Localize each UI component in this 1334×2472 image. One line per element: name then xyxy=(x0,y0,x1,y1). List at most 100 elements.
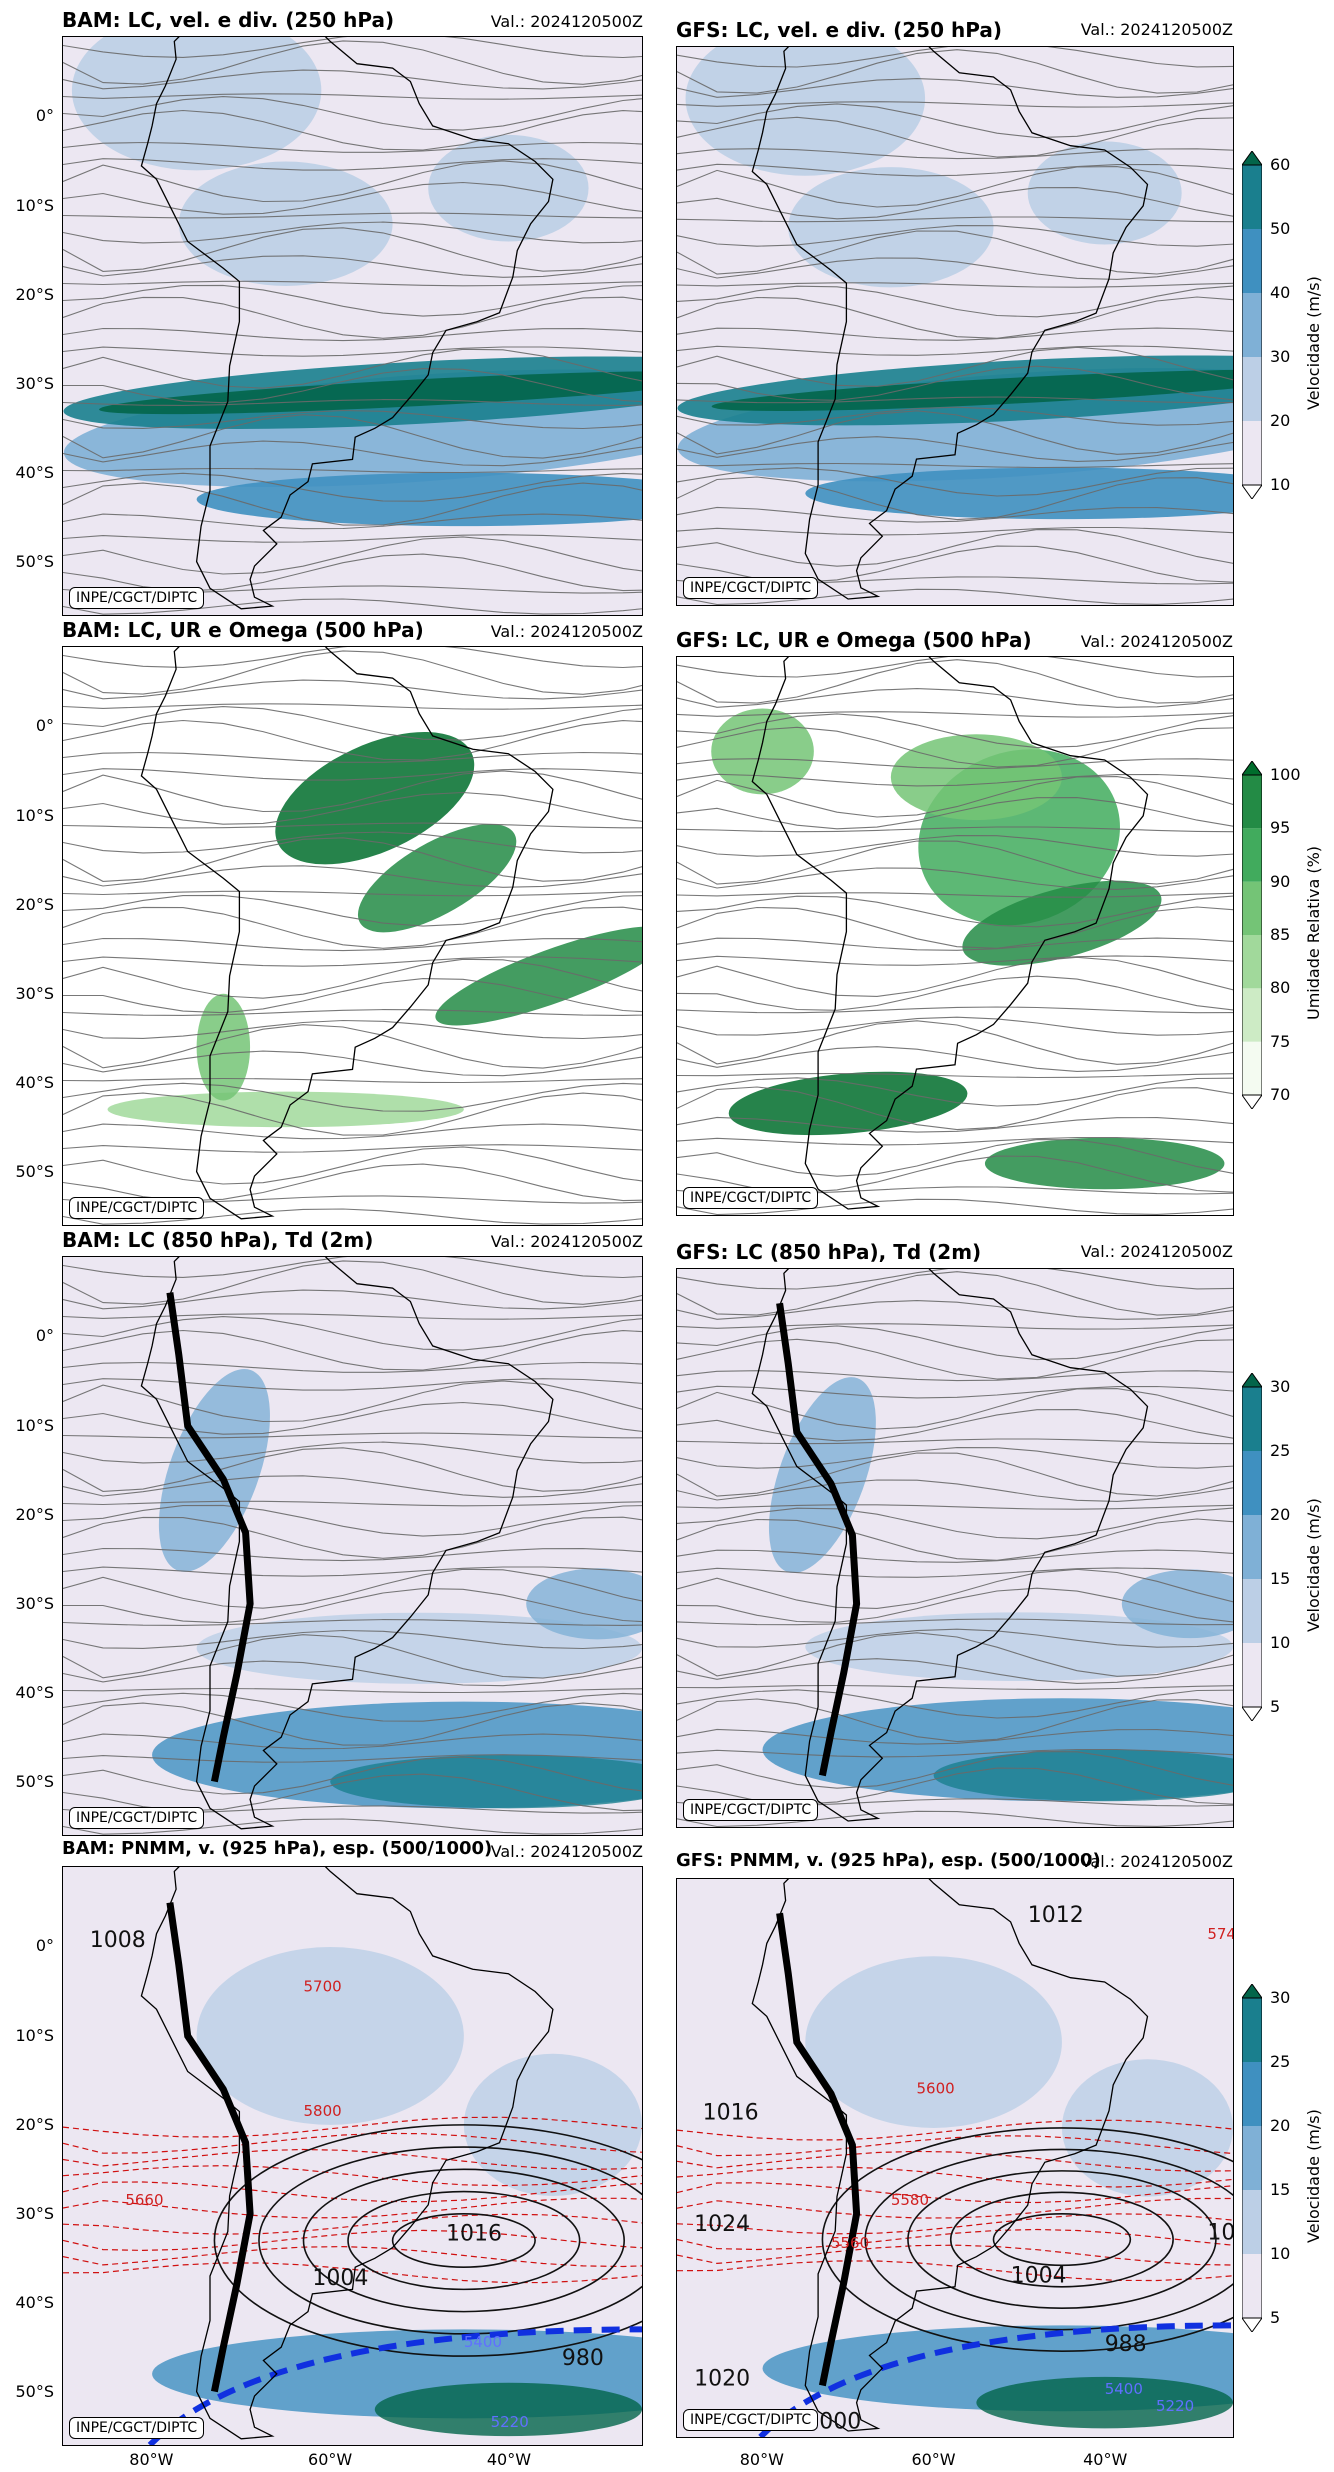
colorbar-tick-label: 100 xyxy=(1270,765,1301,784)
colorbar-tick-label: 40 xyxy=(1270,283,1291,302)
credit-box: INPE/CGCT/DIPTC xyxy=(683,1187,819,1209)
colorbar-tick-label: 5 xyxy=(1270,1697,1281,1716)
map-canvas xyxy=(677,1269,1233,1827)
contour-label: 1016 xyxy=(703,2100,759,2125)
lat-tick-label: 10°S xyxy=(15,2025,54,2045)
valid-time: Val.: 2024120500Z xyxy=(490,622,643,641)
credit-box: INPE/CGCT/DIPTC xyxy=(683,1799,819,1821)
lat-tick-label: 30°S xyxy=(15,374,54,393)
lat-tick-label: 0° xyxy=(35,106,54,126)
contour-label: 5740 xyxy=(1207,1925,1233,1943)
colorbar xyxy=(1241,1372,1263,1722)
colorbar-label: Velocidade (m/s) xyxy=(1304,2109,1323,2243)
contour-label: 5560 xyxy=(831,2234,869,2252)
panel-title-bam-250: BAM: LC, vel. e div. (250 hPa) xyxy=(62,8,395,32)
contour-label: 1004 xyxy=(1011,2263,1067,2288)
contour-label: 1016 xyxy=(446,2221,502,2246)
contour-label: 1004 xyxy=(312,2266,368,2291)
map-canvas xyxy=(677,657,1233,1215)
map-gfs-250-wind: INPE/CGCT/DIPTC xyxy=(676,46,1234,606)
colorbar-tick-label: 10 xyxy=(1270,475,1291,494)
contour-label: 1020 xyxy=(694,2366,750,2391)
lat-tick-label: 30°S xyxy=(15,1594,54,1613)
lat-tick-label: 10°S xyxy=(15,195,54,215)
panel-title-gfs-250: GFS: LC, vel. e div. (250 hPa) xyxy=(676,18,1002,42)
contour-label: 5600 xyxy=(917,2080,955,2098)
panel-title-gfs-925: GFS: PNMM, v. (925 hPa), esp. (500/1000) xyxy=(676,1850,1101,1871)
map-canvas xyxy=(677,47,1233,605)
credit-box: INPE/CGCT/DIPTC xyxy=(69,587,205,609)
valid-time: Val.: 2024120500Z xyxy=(1080,632,1233,651)
contour-label: 5220 xyxy=(1156,2397,1194,2415)
colorbar-tick-label: 25 xyxy=(1270,1441,1291,1460)
colorbar-tick-label: 20 xyxy=(1270,1505,1291,1524)
contour-label: 988 xyxy=(1105,2332,1147,2357)
map-canvas xyxy=(63,647,642,1225)
panel-title-bam-500: BAM: LC, UR e Omega (500 hPa) xyxy=(62,618,424,642)
lat-tick-label: 20°S xyxy=(15,1504,54,1524)
lat-tick-label: 40°S xyxy=(15,1683,54,1703)
lat-tick-label: 0° xyxy=(35,1326,54,1346)
contour-label: 5400 xyxy=(464,2333,502,2351)
lon-tick-label: 60°W xyxy=(308,2450,353,2469)
colorbar-tick-label: 30 xyxy=(1270,347,1291,366)
colorbar-tick-label: 10 xyxy=(1270,1633,1291,1652)
map-bam-250-wind: INPE/CGCT/DIPTC xyxy=(62,36,643,616)
lat-tick-label: 20°S xyxy=(15,284,54,304)
colorbar-tick-label: 20 xyxy=(1270,2116,1291,2135)
credit-box: INPE/CGCT/DIPTC xyxy=(69,1197,205,1219)
colorbar-tick-label: 95 xyxy=(1270,818,1291,838)
valid-time: Val.: 2024120500Z xyxy=(490,1842,643,1861)
colorbar-label: Velocidade (m/s) xyxy=(1304,276,1323,410)
coastline xyxy=(140,647,554,1220)
lat-tick-label: 50°S xyxy=(15,1772,54,1792)
coastline xyxy=(140,1257,554,1830)
colorbar-tick-label: 30 xyxy=(1270,1988,1291,2007)
valid-time: Val.: 2024120500Z xyxy=(490,1232,643,1251)
colorbar-tick-label: 5 xyxy=(1270,2308,1281,2327)
map-canvas xyxy=(63,37,642,615)
lat-tick-label: 30°S xyxy=(15,2204,54,2223)
lat-tick-label: 40°S xyxy=(15,2293,54,2313)
coastline xyxy=(140,37,554,610)
colorbar-tick-label: 50 xyxy=(1270,219,1291,238)
panel-title-bam-850: BAM: LC (850 hPa), Td (2m) xyxy=(62,1228,374,1252)
lon-tick-label: 60°W xyxy=(911,2450,956,2469)
panel-title-gfs-500: GFS: LC, UR e Omega (500 hPa) xyxy=(676,628,1032,652)
colorbar xyxy=(1241,1983,1263,2333)
credit-box: INPE/CGCT/DIPTC xyxy=(683,2409,819,2431)
panel-title-bam-925: BAM: PNMM, v. (925 hPa), esp. (500/1000) xyxy=(62,1838,493,1859)
lat-tick-label: 40°S xyxy=(15,463,54,483)
colorbar-tick-label: 80 xyxy=(1270,978,1291,998)
contour-label: 980 xyxy=(562,2346,604,2371)
valid-time: Val.: 2024120500Z xyxy=(1080,20,1233,39)
colorbar-tick-label: 25 xyxy=(1270,2052,1291,2071)
colorbar-label: Velocidade (m/s) xyxy=(1304,1498,1323,1632)
colorbar-tick-label: 10 xyxy=(1270,2244,1291,2263)
coastline xyxy=(751,1879,1149,2432)
contour-label: 5700 xyxy=(304,1977,342,1995)
colorbar-tick-label: 85 xyxy=(1270,925,1291,944)
lat-tick-label: 50°S xyxy=(15,2382,54,2402)
lat-tick-label: 10°S xyxy=(15,1415,54,1435)
contour-label: 5660 xyxy=(125,2191,163,2209)
coastline xyxy=(751,1269,1149,1822)
colorbar-tick-label: 75 xyxy=(1270,1031,1291,1051)
lat-tick-label: 40°S xyxy=(15,1073,54,1093)
colorbar xyxy=(1241,150,1263,500)
contour-label: 1016 xyxy=(1207,2221,1233,2246)
lon-tick-label: 80°W xyxy=(129,2450,174,2469)
lat-tick-label: 50°S xyxy=(15,552,54,572)
colorbar-tick-label: 60 xyxy=(1270,155,1291,174)
contour-label: 5400 xyxy=(1105,2380,1143,2398)
contour-label: 1008 xyxy=(90,1928,146,1953)
map-gfs-500-rh: INPE/CGCT/DIPTC xyxy=(676,656,1234,1216)
lon-tick-label: 80°W xyxy=(739,2450,784,2469)
colorbar-tick-label: 70 xyxy=(1270,1085,1291,1104)
colorbar-tick-label: 90 xyxy=(1270,871,1291,891)
colorbar xyxy=(1241,760,1263,1110)
lat-tick-label: 0° xyxy=(35,1936,54,1956)
map-gfs-850-wind: INPE/CGCT/DIPTC xyxy=(676,1268,1234,1828)
colorbar-label: Umidade Relativa (%) xyxy=(1304,845,1323,1020)
lat-tick-label: 20°S xyxy=(15,2114,54,2134)
